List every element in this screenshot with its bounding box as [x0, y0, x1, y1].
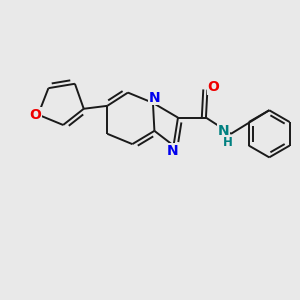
Text: O: O	[207, 80, 219, 94]
Text: N: N	[218, 124, 230, 138]
Text: H: H	[223, 136, 233, 148]
Text: N: N	[166, 144, 178, 158]
Text: O: O	[29, 108, 41, 122]
Text: N: N	[148, 91, 160, 105]
